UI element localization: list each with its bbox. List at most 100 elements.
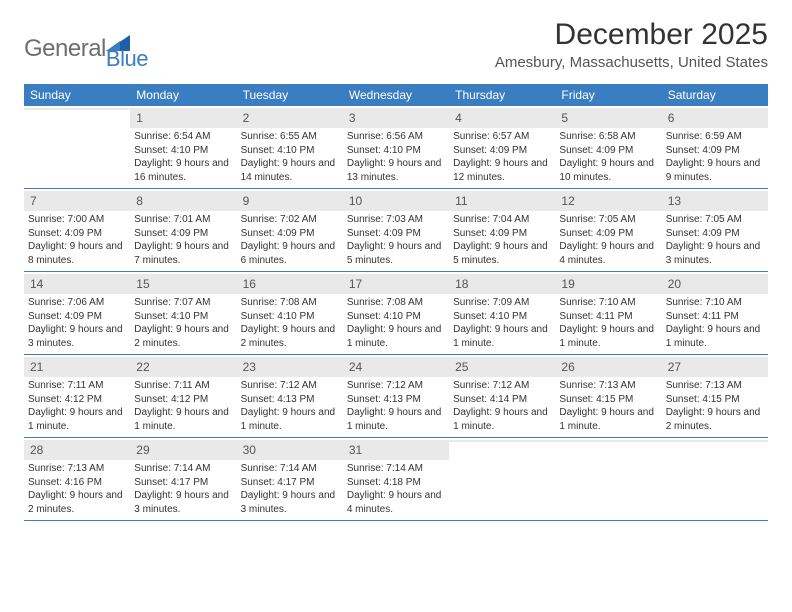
day-number-bar: 6 xyxy=(662,108,768,128)
calendar-day: 16 Sunrise: 7:08 AMSunset: 4:10 PMDayligh… xyxy=(237,272,343,354)
sunset-text: Sunset: 4:10 PM xyxy=(347,310,445,324)
sunrise-text: Sunrise: 7:12 AM xyxy=(347,379,445,393)
sunrise-text: Sunrise: 7:11 AM xyxy=(134,379,232,393)
sunrise-text: Sunrise: 7:13 AM xyxy=(28,462,126,476)
day-info: Sunrise: 7:12 AMSunset: 4:14 PMDaylight:… xyxy=(453,379,551,433)
day-number-bar xyxy=(24,108,130,110)
sunrise-text: Sunrise: 6:59 AM xyxy=(666,130,764,144)
day-number: 14 xyxy=(30,277,43,291)
sunset-text: Sunset: 4:10 PM xyxy=(347,144,445,158)
day-number-bar: 1 xyxy=(130,108,236,128)
daylight-text: Daylight: 9 hours and 5 minutes. xyxy=(347,240,445,267)
sunrise-text: Sunrise: 7:08 AM xyxy=(241,296,339,310)
calendar-week: 14 Sunrise: 7:06 AMSunset: 4:09 PMDayligh… xyxy=(24,271,768,354)
calendar-day: 19Sunrise: 7:10 AMSunset: 4:11 PMDayligh… xyxy=(555,272,661,354)
day-number-bar: 23 xyxy=(237,357,343,377)
sunset-text: Sunset: 4:09 PM xyxy=(666,144,764,158)
sunset-text: Sunset: 4:15 PM xyxy=(559,393,657,407)
daylight-text: Daylight: 9 hours and 6 minutes. xyxy=(241,240,339,267)
daylight-text: Daylight: 9 hours and 2 minutes. xyxy=(134,323,232,350)
calendar: Sunday Monday Tuesday Wednesday Thursday… xyxy=(24,84,768,521)
daylight-text: Daylight: 9 hours and 8 minutes. xyxy=(28,240,126,267)
sunrise-text: Sunrise: 7:07 AM xyxy=(134,296,232,310)
day-number: 27 xyxy=(668,360,681,374)
sunrise-text: Sunrise: 7:05 AM xyxy=(666,213,764,227)
day-number-bar xyxy=(449,440,555,442)
sunrise-text: Sunrise: 7:14 AM xyxy=(241,462,339,476)
calendar-day: 17Sunrise: 7:08 AMSunset: 4:10 PMDayligh… xyxy=(343,272,449,354)
day-info: Sunrise: 7:13 AMSunset: 4:15 PMDaylight:… xyxy=(559,379,657,433)
daylight-text: Daylight: 9 hours and 3 minutes. xyxy=(134,489,232,516)
daylight-text: Daylight: 9 hours and 10 minutes. xyxy=(559,157,657,184)
sunrise-text: Sunrise: 6:58 AM xyxy=(559,130,657,144)
day-number-bar: 26 xyxy=(555,357,661,377)
location-subtitle: Amesbury, Massachusetts, United States xyxy=(495,54,768,71)
day-number: 29 xyxy=(136,443,149,457)
sunset-text: Sunset: 4:09 PM xyxy=(559,227,657,241)
calendar-day xyxy=(449,438,555,520)
daylight-text: Daylight: 9 hours and 2 minutes. xyxy=(666,406,764,433)
day-number: 6 xyxy=(668,111,675,125)
day-number: 17 xyxy=(349,277,362,291)
sunset-text: Sunset: 4:09 PM xyxy=(347,227,445,241)
logo-text-blue: Blue xyxy=(106,46,148,72)
calendar-day: 18Sunrise: 7:09 AMSunset: 4:10 PMDayligh… xyxy=(449,272,555,354)
calendar-day: 13Sunrise: 7:05 AMSunset: 4:09 PMDayligh… xyxy=(662,189,768,271)
page-title: December 2025 xyxy=(495,18,768,52)
daylight-text: Daylight: 9 hours and 1 minute. xyxy=(559,323,657,350)
sunset-text: Sunset: 4:10 PM xyxy=(134,310,232,324)
day-info: Sunrise: 7:05 AMSunset: 4:09 PMDaylight:… xyxy=(559,213,657,267)
daylight-text: Daylight: 9 hours and 7 minutes. xyxy=(134,240,232,267)
calendar-day: 6 Sunrise: 6:59 AMSunset: 4:09 PMDaylight… xyxy=(662,106,768,188)
calendar-day: 29Sunrise: 7:14 AMSunset: 4:17 PMDayligh… xyxy=(130,438,236,520)
day-info: Sunrise: 7:12 AMSunset: 4:13 PMDaylight:… xyxy=(347,379,445,433)
sunset-text: Sunset: 4:13 PM xyxy=(241,393,339,407)
sunrise-text: Sunrise: 7:05 AM xyxy=(559,213,657,227)
sunset-text: Sunset: 4:18 PM xyxy=(347,476,445,490)
day-number-bar: 10 xyxy=(343,191,449,211)
daylight-text: Daylight: 9 hours and 1 minute. xyxy=(347,406,445,433)
day-number: 18 xyxy=(455,277,468,291)
day-number: 1 xyxy=(136,111,143,125)
day-number-bar: 22 xyxy=(130,357,236,377)
day-number-bar: 13 xyxy=(662,191,768,211)
sunset-text: Sunset: 4:09 PM xyxy=(559,144,657,158)
day-info: Sunrise: 7:11 AMSunset: 4:12 PMDaylight:… xyxy=(28,379,126,433)
calendar-week: 21Sunrise: 7:11 AMSunset: 4:12 PMDayligh… xyxy=(24,354,768,437)
daylight-text: Daylight: 9 hours and 3 minutes. xyxy=(666,240,764,267)
daylight-text: Daylight: 9 hours and 2 minutes. xyxy=(28,489,126,516)
day-number-bar: 4 xyxy=(449,108,555,128)
day-info: Sunrise: 6:57 AMSunset: 4:09 PMDaylight:… xyxy=(453,130,551,184)
day-number: 13 xyxy=(668,194,681,208)
day-info: Sunrise: 7:10 AMSunset: 4:11 PMDaylight:… xyxy=(559,296,657,350)
day-number-bar: 15 xyxy=(130,274,236,294)
calendar-day: 14 Sunrise: 7:06 AMSunset: 4:09 PMDayligh… xyxy=(24,272,130,354)
day-info: Sunrise: 7:08 AMSunset: 4:10 PMDaylight:… xyxy=(241,296,339,350)
day-info: Sunrise: 7:06 AMSunset: 4:09 PMDaylight:… xyxy=(28,296,126,350)
day-info: Sunrise: 7:01 AMSunset: 4:09 PMDaylight:… xyxy=(134,213,232,267)
day-number-bar: 7 xyxy=(24,191,130,211)
sunrise-text: Sunrise: 7:13 AM xyxy=(666,379,764,393)
dow-tuesday: Tuesday xyxy=(237,84,343,106)
sunrise-text: Sunrise: 7:03 AM xyxy=(347,213,445,227)
day-number: 5 xyxy=(561,111,568,125)
day-number: 25 xyxy=(455,360,468,374)
daylight-text: Daylight: 9 hours and 2 minutes. xyxy=(241,323,339,350)
sunset-text: Sunset: 4:10 PM xyxy=(453,310,551,324)
calendar-day: 12 Sunrise: 7:05 AMSunset: 4:09 PMDayligh… xyxy=(555,189,661,271)
sunset-text: Sunset: 4:09 PM xyxy=(134,227,232,241)
day-number: 28 xyxy=(30,443,43,457)
day-number-bar xyxy=(555,440,661,442)
daylight-text: Daylight: 9 hours and 9 minutes. xyxy=(666,157,764,184)
daylight-text: Daylight: 9 hours and 1 minute. xyxy=(666,323,764,350)
sunset-text: Sunset: 4:17 PM xyxy=(241,476,339,490)
day-number-bar: 9 xyxy=(237,191,343,211)
day-number: 12 xyxy=(561,194,574,208)
day-info: Sunrise: 7:03 AMSunset: 4:09 PMDaylight:… xyxy=(347,213,445,267)
day-number: 16 xyxy=(243,277,256,291)
calendar-day: 8Sunrise: 7:01 AMSunset: 4:09 PMDaylight… xyxy=(130,189,236,271)
daylight-text: Daylight: 9 hours and 1 minute. xyxy=(453,323,551,350)
sunset-text: Sunset: 4:09 PM xyxy=(241,227,339,241)
sunset-text: Sunset: 4:12 PM xyxy=(134,393,232,407)
sunset-text: Sunset: 4:10 PM xyxy=(241,144,339,158)
